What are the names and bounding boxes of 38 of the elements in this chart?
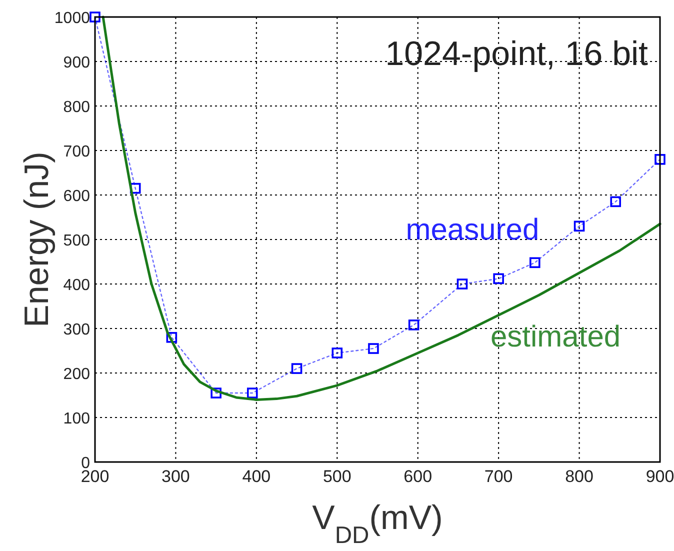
x-tick-label: 400 [242, 467, 271, 486]
y-tick-label: 400 [63, 277, 90, 294]
y-tick-label: 700 [63, 144, 90, 160]
x-tick-label: 300 [162, 467, 190, 486]
y-tick-label: 800 [63, 99, 90, 116]
annotation: 1024-point, 16 bit [385, 35, 649, 73]
point [529, 257, 540, 268]
x-tick-label: 200 [80, 467, 110, 486]
x-tick-label: 900 [646, 467, 674, 486]
point [166, 332, 178, 343]
point [246, 388, 258, 398]
point [456, 278, 468, 290]
point [210, 388, 222, 398]
point [408, 320, 420, 330]
y-tick-label: 500 [63, 232, 90, 250]
x-tick-label: 500 [322, 467, 352, 486]
y-axis-title: Energy (nJ) [18, 152, 56, 328]
series-label: estimated [490, 320, 621, 354]
y-tick-label: 200 [63, 366, 90, 383]
y-tick-label: 900 [63, 54, 90, 72]
y-tick-label: 1000 [54, 10, 90, 27]
point [291, 363, 302, 374]
point [493, 273, 504, 284]
point [368, 343, 379, 354]
point [332, 348, 343, 358]
x-tick-label: 700 [484, 467, 513, 486]
point [90, 12, 100, 22]
y-tick-label: 600 [63, 188, 90, 205]
y-tick-label: 300 [63, 322, 90, 338]
point [574, 220, 585, 232]
point [654, 154, 666, 165]
series-label: measured [406, 214, 540, 246]
x-tick-label: 800 [565, 467, 594, 486]
point [130, 182, 141, 194]
y-tick-label: 100 [63, 410, 90, 428]
point [610, 196, 622, 208]
x-tick-label: 600 [404, 467, 432, 486]
x-axis-title: V$_{DD}$(mV) [312, 499, 443, 548]
